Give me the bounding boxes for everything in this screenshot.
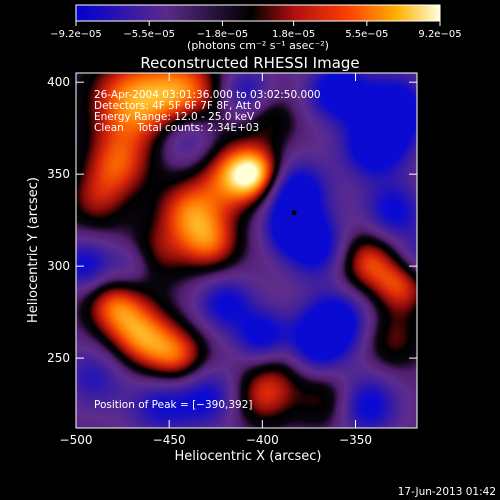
x-tick-label: −500 <box>60 433 93 447</box>
colorbar-ticks: −9.2e−05 −5.5e−05 −1.8e−05 1.8e−05 5.5e−05 9.… <box>50 21 462 40</box>
x-tick-label: −450 <box>153 433 186 447</box>
y-tick-label: 350 <box>47 167 70 181</box>
colorbar-units-label: (photons cm⁻² s⁻¹ asec⁻²) <box>187 39 329 52</box>
y-tick-label: 250 <box>47 351 70 365</box>
footer-timestamp: 17-Jun-2013 01:42 <box>398 486 496 498</box>
x-axis-label: Heliocentric X (arcsec) <box>175 449 322 464</box>
plot-frame <box>75 72 418 429</box>
map-marker-dot <box>291 210 297 216</box>
colorbar <box>75 4 441 22</box>
axis-ticks: −500 −450 −400 −350 250 300 350 400 <box>47 73 417 447</box>
y-tick-label: 400 <box>47 75 70 89</box>
colorbar-tick-label: 5.5e−05 <box>345 29 388 40</box>
colorbar-tick-label: −1.8e−05 <box>197 29 249 40</box>
colorbar-tick-label: 1.8e−05 <box>272 29 315 40</box>
chart-title: Reconstructed RHESSI Image <box>140 54 359 72</box>
y-axis-label: Heliocentric Y (arcsec) <box>26 177 41 323</box>
annotation-detectors: Detectors: 4F 5F 6F 7F 8F, Att 0 <box>94 100 261 112</box>
y-tick-label: 300 <box>47 259 70 273</box>
colorbar-tick-label: −5.5e−05 <box>123 29 175 40</box>
x-tick-label: −350 <box>339 433 372 447</box>
annotation-energy-range: Energy Range: 12.0 - 25.0 keV <box>94 111 255 123</box>
colorbar-tick-label: −9.2e−05 <box>50 29 102 40</box>
x-tick-label: −400 <box>246 433 279 447</box>
peak-marker-layer <box>291 210 297 216</box>
colorbar-tick-label: 9.2e−05 <box>418 29 461 40</box>
annotation-time-range: 26-Apr-2004 03:01:36.000 to 03:02:50.000 <box>94 89 321 101</box>
heatmap-image <box>76 73 417 428</box>
annotation-peak-position: Position of Peak = [−390,392] <box>94 399 253 411</box>
annotation-clean-counts: Clean Total counts: 2.34E+03 <box>94 122 259 134</box>
